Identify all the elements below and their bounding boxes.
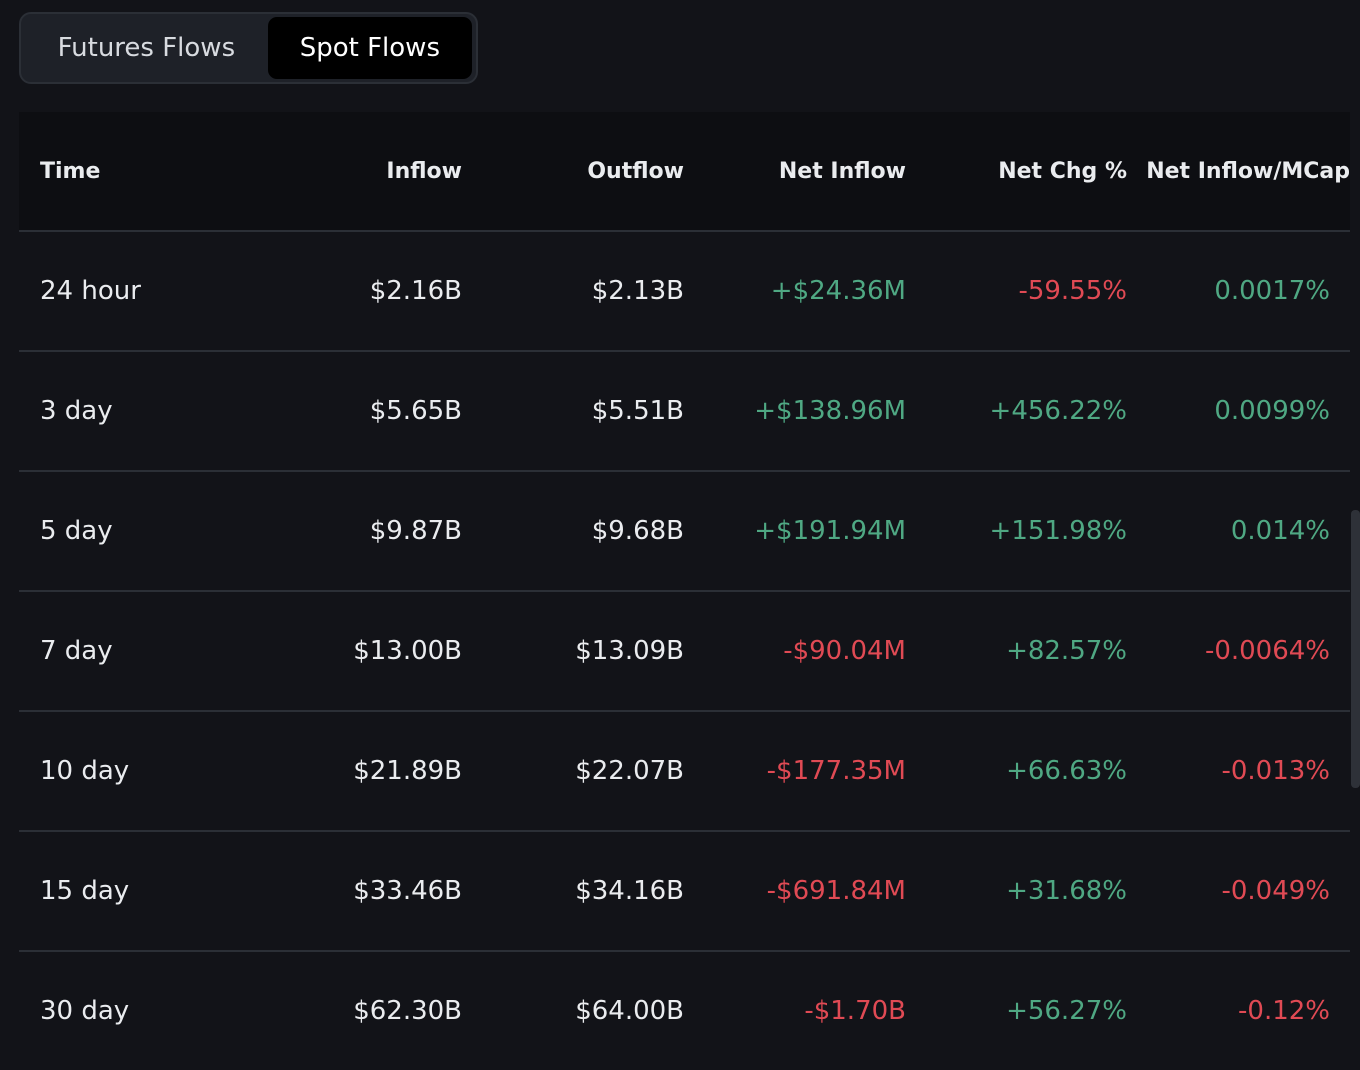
cell-time: 10 day	[40, 756, 130, 786]
cell-net-inflow: +$138.96M	[754, 396, 906, 426]
cell-net-chg: +151.98%	[989, 516, 1127, 546]
cell-net-inflow-mcap: 0.0017%	[1214, 276, 1330, 306]
cell-net-chg: +56.27%	[1006, 996, 1127, 1026]
cell-net-inflow: -$1.70B	[804, 996, 906, 1026]
header-net-inflow-mcap: Net Inflow/MCap	[1146, 158, 1350, 184]
cell-net-inflow-mcap: 0.0099%	[1214, 396, 1330, 426]
cell-outflow: $34.16B	[575, 876, 684, 906]
cell-net-inflow: -$177.35M	[766, 756, 906, 786]
table-row[interactable]: 7 day $13.00B $13.09B -$90.04M +82.57% -0.006…	[19, 590, 1350, 710]
table-row[interactable]: 30 day $62.30B $64.00B -$1.70B +56.27% -0.12%	[19, 950, 1350, 1070]
cell-outflow: $13.09B	[575, 636, 684, 666]
tab-spot-flows[interactable]: Spot Flows	[267, 17, 472, 79]
cell-outflow: $2.13B	[591, 276, 684, 306]
cell-inflow: $2.16B	[369, 276, 462, 306]
cell-outflow: $9.68B	[591, 516, 684, 546]
cell-outflow: $5.51B	[591, 396, 684, 426]
cell-net-chg: +456.22%	[989, 396, 1127, 426]
cell-outflow: $22.07B	[575, 756, 684, 786]
flows-table: Time Inflow Outflow Net Inflow Net Chg %…	[19, 112, 1350, 1070]
cell-net-inflow-mcap: -0.013%	[1221, 756, 1330, 786]
cell-time: 30 day	[40, 996, 130, 1026]
table-row[interactable]: 5 day $9.87B $9.68B +$191.94M +151.98% 0.014%	[19, 470, 1350, 590]
header-outflow: Outflow	[587, 158, 684, 184]
vertical-scrollbar[interactable]	[1351, 510, 1360, 788]
header-inflow: Inflow	[386, 158, 462, 184]
cell-time: 5 day	[40, 516, 113, 546]
cell-net-inflow: -$691.84M	[766, 876, 906, 906]
cell-time: 24 hour	[40, 276, 141, 306]
cell-net-inflow: +$24.36M	[770, 276, 906, 306]
flow-type-tabs: Futures Flows Spot Flows	[19, 12, 478, 84]
cell-net-inflow-mcap: 0.014%	[1230, 516, 1330, 546]
tab-futures-flows[interactable]: Futures Flows	[57, 33, 236, 63]
cell-inflow: $62.30B	[353, 996, 462, 1026]
table-header: Time Inflow Outflow Net Inflow Net Chg %…	[19, 112, 1350, 230]
table-row[interactable]: 3 day $5.65B $5.51B +$138.96M +456.22% 0.0099…	[19, 350, 1350, 470]
cell-time: 7 day	[40, 636, 113, 666]
cell-inflow: $9.87B	[369, 516, 462, 546]
cell-time: 3 day	[40, 396, 113, 426]
cell-net-inflow-mcap: -0.12%	[1238, 996, 1330, 1026]
table-row[interactable]: 24 hour $2.16B $2.13B +$24.36M -59.55% 0.0017…	[19, 230, 1350, 350]
cell-inflow: $21.89B	[353, 756, 462, 786]
cell-inflow: $5.65B	[369, 396, 462, 426]
cell-time: 15 day	[40, 876, 130, 906]
header-net-inflow: Net Inflow	[778, 158, 906, 184]
table-row[interactable]: 10 day $21.89B $22.07B -$177.35M +66.63% -0.0…	[19, 710, 1350, 830]
cell-net-inflow: -$90.04M	[783, 636, 906, 666]
cell-net-chg: +31.68%	[1006, 876, 1127, 906]
cell-net-inflow-mcap: -0.049%	[1221, 876, 1330, 906]
cell-net-chg: +82.57%	[1006, 636, 1127, 666]
cell-inflow: $13.00B	[353, 636, 462, 666]
header-time: Time	[40, 158, 101, 184]
cell-inflow: $33.46B	[353, 876, 462, 906]
cell-net-chg: -59.55%	[1018, 276, 1127, 306]
cell-outflow: $64.00B	[575, 996, 684, 1026]
header-net-chg: Net Chg %	[998, 158, 1127, 184]
cell-net-inflow: +$191.94M	[754, 516, 906, 546]
cell-net-chg: +66.63%	[1006, 756, 1127, 786]
cell-net-inflow-mcap: -0.0064%	[1204, 636, 1330, 666]
table-row[interactable]: 15 day $33.46B $34.16B -$691.84M +31.68% -0.0…	[19, 830, 1350, 950]
